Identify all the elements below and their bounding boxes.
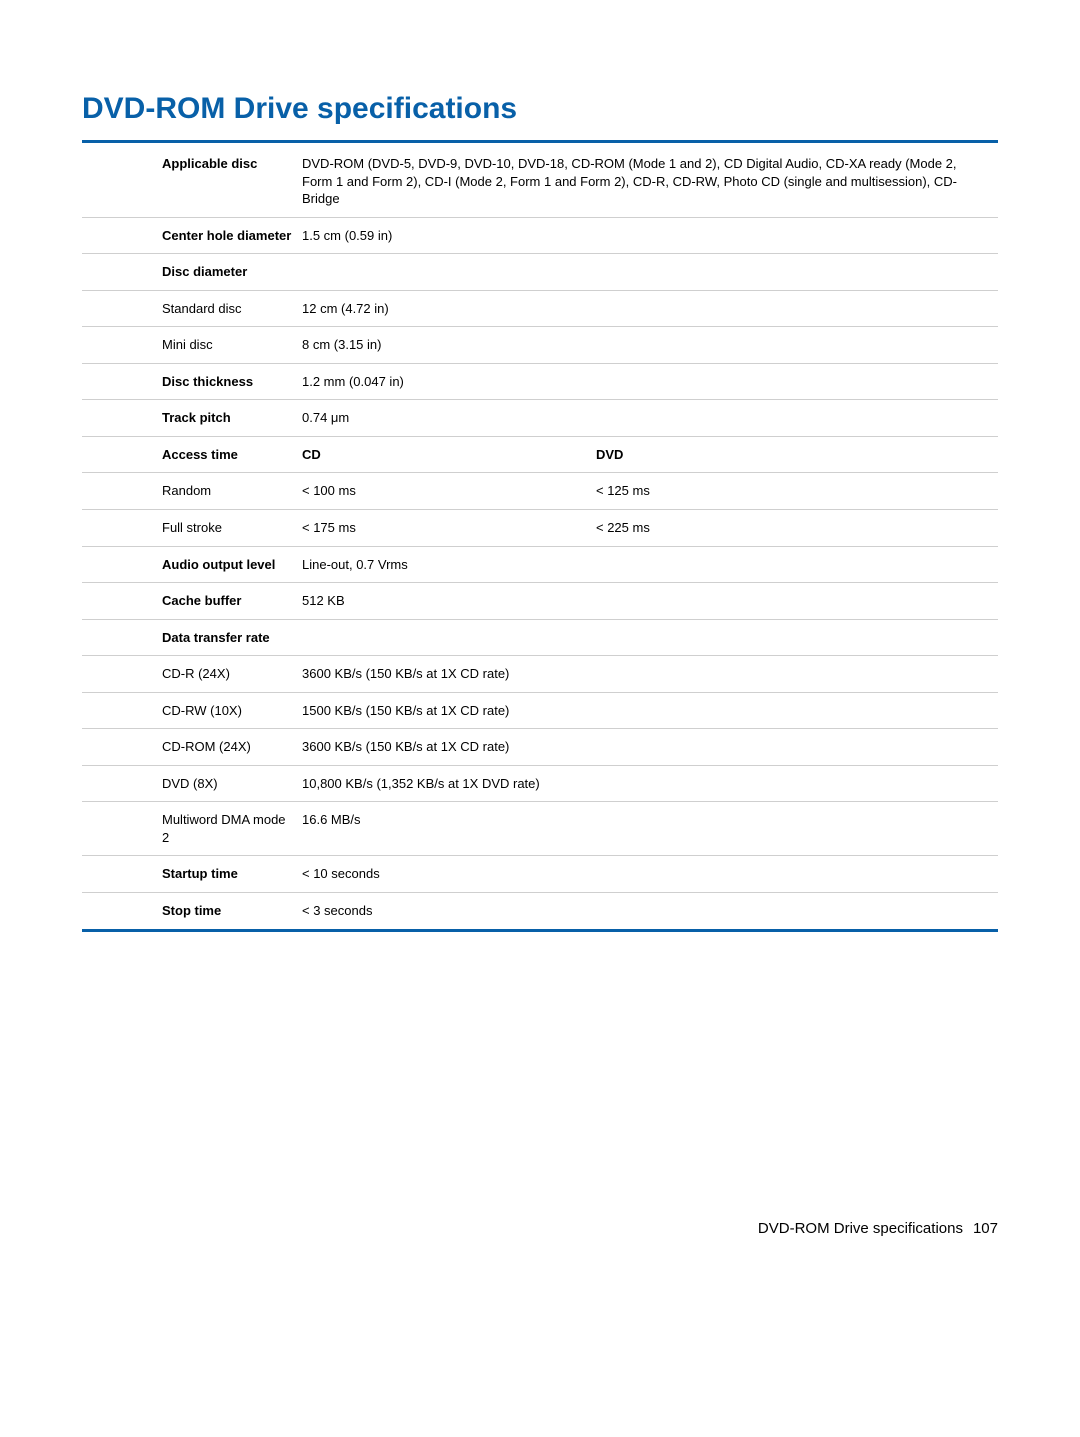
spec-value: 1.5 cm (0.59 in) (302, 217, 998, 254)
spec-value-dvd: DVD (596, 436, 998, 473)
spec-value: < 10 seconds (302, 856, 998, 893)
spec-label: Audio output level (82, 546, 302, 583)
spec-label: Disc diameter (82, 254, 302, 291)
footer-page-number: 107 (973, 1220, 998, 1237)
spec-label: Mini disc (82, 327, 302, 364)
spec-label: CD-R (24X) (82, 656, 302, 693)
spec-value (302, 254, 998, 291)
table-row: Cache buffer512 KB (82, 583, 998, 620)
spec-label: CD-ROM (24X) (82, 729, 302, 766)
spec-label: Startup time (82, 856, 302, 893)
spec-value-cd: < 100 ms (302, 473, 596, 510)
spec-value: 16.6 MB/s (302, 802, 998, 856)
spec-label: Cache buffer (82, 583, 302, 620)
spec-label: Center hole diameter (82, 217, 302, 254)
spec-label: Access time (82, 436, 302, 473)
spec-table-body: Applicable discDVD-ROM (DVD-5, DVD-9, DV… (82, 143, 998, 929)
spec-value: 512 KB (302, 583, 998, 620)
table-row: Mini disc8 cm (3.15 in) (82, 327, 998, 364)
spec-label: Random (82, 473, 302, 510)
spec-value-cd: < 175 ms (302, 510, 596, 547)
spec-label: Data transfer rate (82, 619, 302, 656)
table-row: Access timeCDDVD (82, 436, 998, 473)
spec-value: DVD-ROM (DVD-5, DVD-9, DVD-10, DVD-18, C… (302, 143, 998, 217)
spec-value: < 3 seconds (302, 893, 998, 930)
table-row: Applicable discDVD-ROM (DVD-5, DVD-9, DV… (82, 143, 998, 217)
spec-value-dvd: < 225 ms (596, 510, 998, 547)
spec-value: 3600 KB/s (150 KB/s at 1X CD rate) (302, 656, 998, 693)
table-row: CD-ROM (24X)3600 KB/s (150 KB/s at 1X CD… (82, 729, 998, 766)
spec-label: Standard disc (82, 290, 302, 327)
page: DVD-ROM Drive specifications Applicable … (0, 0, 1080, 1437)
spec-label: DVD (8X) (82, 765, 302, 802)
table-row: CD-R (24X)3600 KB/s (150 KB/s at 1X CD r… (82, 656, 998, 693)
table-row: Disc thickness1.2 mm (0.047 in) (82, 363, 998, 400)
spec-value: 3600 KB/s (150 KB/s at 1X CD rate) (302, 729, 998, 766)
spec-value-cd: CD (302, 436, 596, 473)
table-row: Center hole diameter1.5 cm (0.59 in) (82, 217, 998, 254)
table-row: Full stroke< 175 ms< 225 ms (82, 510, 998, 547)
spec-value: 10,800 KB/s (1,352 KB/s at 1X DVD rate) (302, 765, 998, 802)
spec-label: CD-RW (10X) (82, 692, 302, 729)
spec-value: 1.2 mm (0.047 in) (302, 363, 998, 400)
page-footer: DVD-ROM Drive specifications 107 (758, 1220, 998, 1237)
spec-table: Applicable discDVD-ROM (DVD-5, DVD-9, DV… (82, 143, 998, 930)
table-row: Disc diameter (82, 254, 998, 291)
spec-value: 0.74 μm (302, 400, 998, 437)
table-row: Data transfer rate (82, 619, 998, 656)
spec-label: Disc thickness (82, 363, 302, 400)
table-row: Track pitch0.74 μm (82, 400, 998, 437)
table-row: Stop time< 3 seconds (82, 893, 998, 930)
spec-label: Multiword DMA mode 2 (82, 802, 302, 856)
spec-label: Full stroke (82, 510, 302, 547)
table-row: Standard disc12 cm (4.72 in) (82, 290, 998, 327)
table-row: Startup time< 10 seconds (82, 856, 998, 893)
table-row: CD-RW (10X)1500 KB/s (150 KB/s at 1X CD … (82, 692, 998, 729)
spec-label: Track pitch (82, 400, 302, 437)
table-bottom-rule (82, 929, 998, 932)
spec-value: 12 cm (4.72 in) (302, 290, 998, 327)
table-row: Multiword DMA mode 216.6 MB/s (82, 802, 998, 856)
spec-value: Line-out, 0.7 Vrms (302, 546, 998, 583)
table-row: Random< 100 ms< 125 ms (82, 473, 998, 510)
footer-text: DVD-ROM Drive specifications (758, 1220, 963, 1237)
spec-value: 1500 KB/s (150 KB/s at 1X CD rate) (302, 692, 998, 729)
spec-value-dvd: < 125 ms (596, 473, 998, 510)
spec-value (302, 619, 998, 656)
page-title: DVD-ROM Drive specifications (82, 92, 998, 126)
spec-label: Applicable disc (82, 143, 302, 217)
spec-label: Stop time (82, 893, 302, 930)
table-row: Audio output levelLine-out, 0.7 Vrms (82, 546, 998, 583)
table-row: DVD (8X)10,800 KB/s (1,352 KB/s at 1X DV… (82, 765, 998, 802)
spec-value: 8 cm (3.15 in) (302, 327, 998, 364)
